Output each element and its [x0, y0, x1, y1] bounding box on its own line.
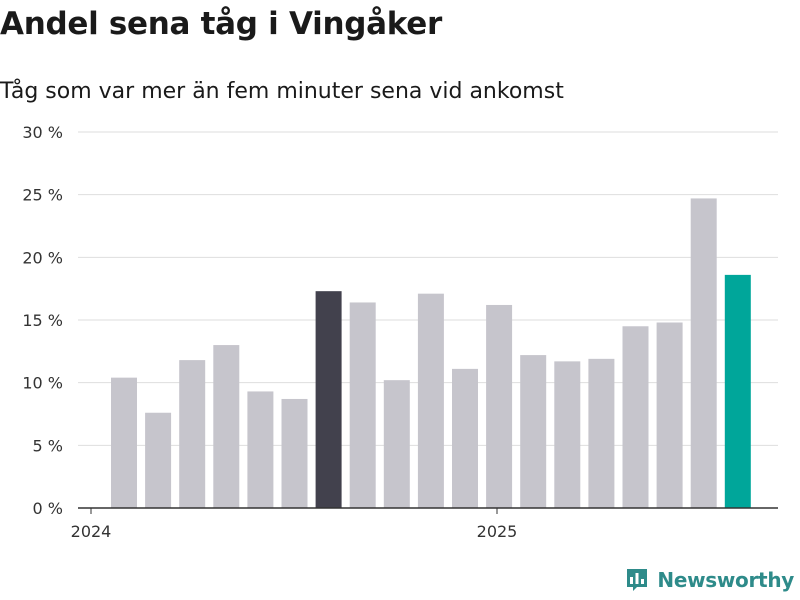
y-tick-label: 25 %	[22, 186, 63, 205]
bar-2024-09	[383, 380, 410, 508]
newsworthy-logo-icon	[627, 569, 648, 591]
bar-2025-07	[724, 274, 751, 508]
x-tick-label: 2025	[477, 522, 518, 541]
newsworthy-logo-text: Newsworthy	[657, 568, 794, 592]
bar-2024-06	[281, 398, 308, 508]
bar-2024-03	[179, 360, 206, 508]
chart-title: Andel sena tåg i Vingåker	[0, 6, 442, 42]
bar-2025-03	[588, 358, 615, 508]
newsworthy-logo: Newsworthy	[625, 568, 794, 592]
bars	[111, 198, 751, 508]
bar-2024-05	[247, 391, 274, 508]
y-tick-label: 5 %	[33, 436, 63, 455]
bar-2024-08	[349, 302, 376, 508]
bar-2024-01	[111, 377, 137, 508]
bar-2024-04	[213, 345, 240, 508]
bar-2024-07	[315, 291, 342, 508]
bar-2024-11	[452, 368, 478, 508]
bar-2025-04	[622, 326, 649, 508]
bar-2024-10	[417, 293, 444, 508]
y-tick-label: 20 %	[22, 248, 63, 267]
bar-2025-01	[520, 355, 547, 508]
x-tick-label: 2024	[71, 522, 112, 541]
y-tick-label: 0 %	[33, 499, 63, 518]
bar-2025-06	[690, 198, 717, 508]
y-tick-label: 10 %	[22, 374, 63, 393]
bar-2025-02	[554, 361, 581, 508]
y-tick-label: 15 %	[22, 311, 63, 330]
axes: 0 % 5 % 10 % 15 % 20 % 25 % 30 % 2024 2025	[22, 123, 778, 541]
bar-2025-05	[656, 322, 683, 508]
bar-2024-12	[486, 304, 513, 508]
chart-subtitle: Tåg som var mer än fem minuter sena vid …	[0, 79, 564, 104]
bar-2024-02	[145, 412, 172, 508]
y-tick-label: 30 %	[22, 123, 63, 142]
